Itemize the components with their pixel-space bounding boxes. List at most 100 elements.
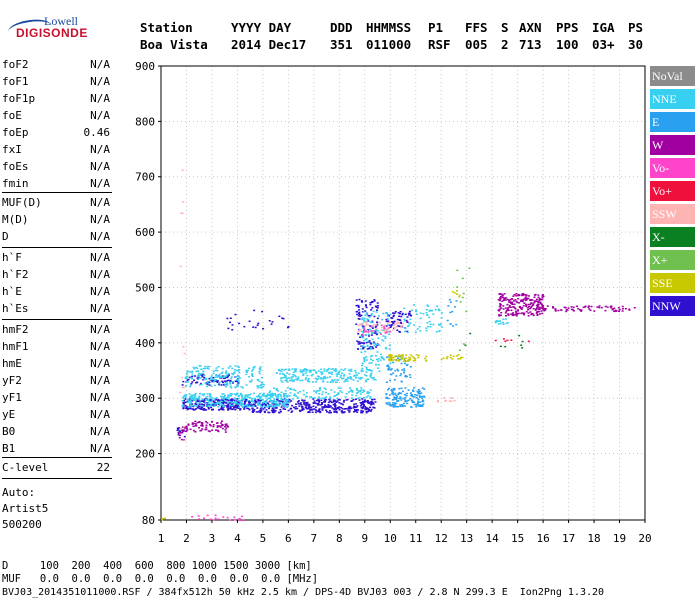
data-point [332, 403, 335, 406]
data-point [320, 371, 323, 373]
data-point [317, 410, 320, 413]
data-point [196, 403, 199, 405]
data-point [267, 405, 270, 408]
data-point [406, 325, 409, 328]
data-point [386, 365, 389, 367]
data-point [509, 301, 512, 303]
data-point [244, 398, 247, 401]
data-point [304, 404, 307, 406]
data-point [231, 382, 234, 384]
data-point [413, 387, 416, 389]
data-point [387, 318, 390, 320]
data-point [203, 517, 206, 520]
data-point [428, 320, 431, 323]
data-point [538, 307, 541, 309]
data-point [251, 375, 254, 378]
data-point [434, 308, 437, 311]
data-point [226, 516, 229, 519]
x-tick-label: 14 [486, 532, 500, 545]
data-point [321, 391, 324, 393]
data-point [273, 401, 276, 404]
data-point [527, 308, 530, 311]
data-point [370, 330, 373, 332]
data-point [297, 400, 300, 402]
data-point [541, 307, 544, 309]
data-point [269, 395, 272, 398]
data-point [540, 307, 543, 309]
data-point [371, 398, 374, 401]
data-point [225, 427, 228, 429]
data-point [404, 327, 407, 330]
data-point [344, 378, 347, 381]
data-point [221, 403, 224, 406]
data-point [398, 319, 401, 321]
data-point [333, 408, 336, 411]
data-point [259, 405, 262, 407]
data-point [361, 336, 364, 339]
data-point [400, 358, 403, 360]
data-point [186, 371, 189, 373]
data-point [183, 439, 186, 442]
data-point [364, 304, 367, 306]
data-point [376, 351, 379, 353]
data-point [324, 406, 327, 408]
data-point [371, 307, 374, 309]
data-point [575, 305, 578, 308]
data-point [319, 371, 322, 373]
data-point [218, 375, 221, 378]
data-point [189, 384, 192, 386]
data-point [365, 323, 368, 326]
data-point [437, 323, 440, 326]
data-point [340, 391, 343, 394]
data-point [293, 379, 296, 381]
data-point [363, 358, 366, 361]
data-point [226, 401, 229, 404]
data-point [320, 368, 323, 371]
data-point [418, 390, 421, 393]
data-point [225, 375, 228, 377]
data-point [248, 402, 251, 404]
data-point [286, 380, 289, 383]
data-point [259, 387, 262, 389]
data-point [335, 408, 338, 411]
data-point [292, 380, 295, 383]
data-point [417, 388, 420, 391]
data-point [337, 387, 340, 389]
data-point [375, 311, 378, 313]
data-point [510, 339, 513, 341]
data-point [362, 321, 365, 324]
data-point [233, 369, 236, 371]
data-point [214, 374, 217, 376]
data-point [498, 303, 501, 305]
data-point [380, 357, 383, 359]
data-point [260, 406, 263, 409]
data-point [290, 400, 293, 402]
data-point [251, 407, 254, 410]
data-point [279, 410, 282, 413]
data-point [359, 336, 362, 339]
data-point [389, 358, 392, 361]
data-point [366, 320, 369, 323]
data-point [332, 379, 335, 382]
data-point [344, 379, 347, 382]
data-point [226, 408, 229, 410]
data-point [376, 323, 379, 326]
data-point [323, 370, 326, 372]
data-point [293, 393, 296, 395]
data-point [510, 302, 513, 305]
data-point [251, 374, 254, 377]
data-point [521, 312, 524, 314]
data-point [384, 332, 387, 334]
data-point [389, 313, 392, 316]
data-point [336, 406, 339, 409]
file-info-line: BVJ03_2014351011000.RSF / 384fx512h 50 k… [2, 587, 605, 598]
data-point [413, 324, 416, 326]
data-point [203, 398, 206, 400]
data-point [284, 368, 287, 371]
data-point [421, 395, 424, 398]
data-point [376, 332, 379, 334]
data-point [375, 328, 378, 330]
data-point [560, 309, 563, 311]
data-point [417, 400, 420, 402]
data-point [405, 319, 408, 322]
